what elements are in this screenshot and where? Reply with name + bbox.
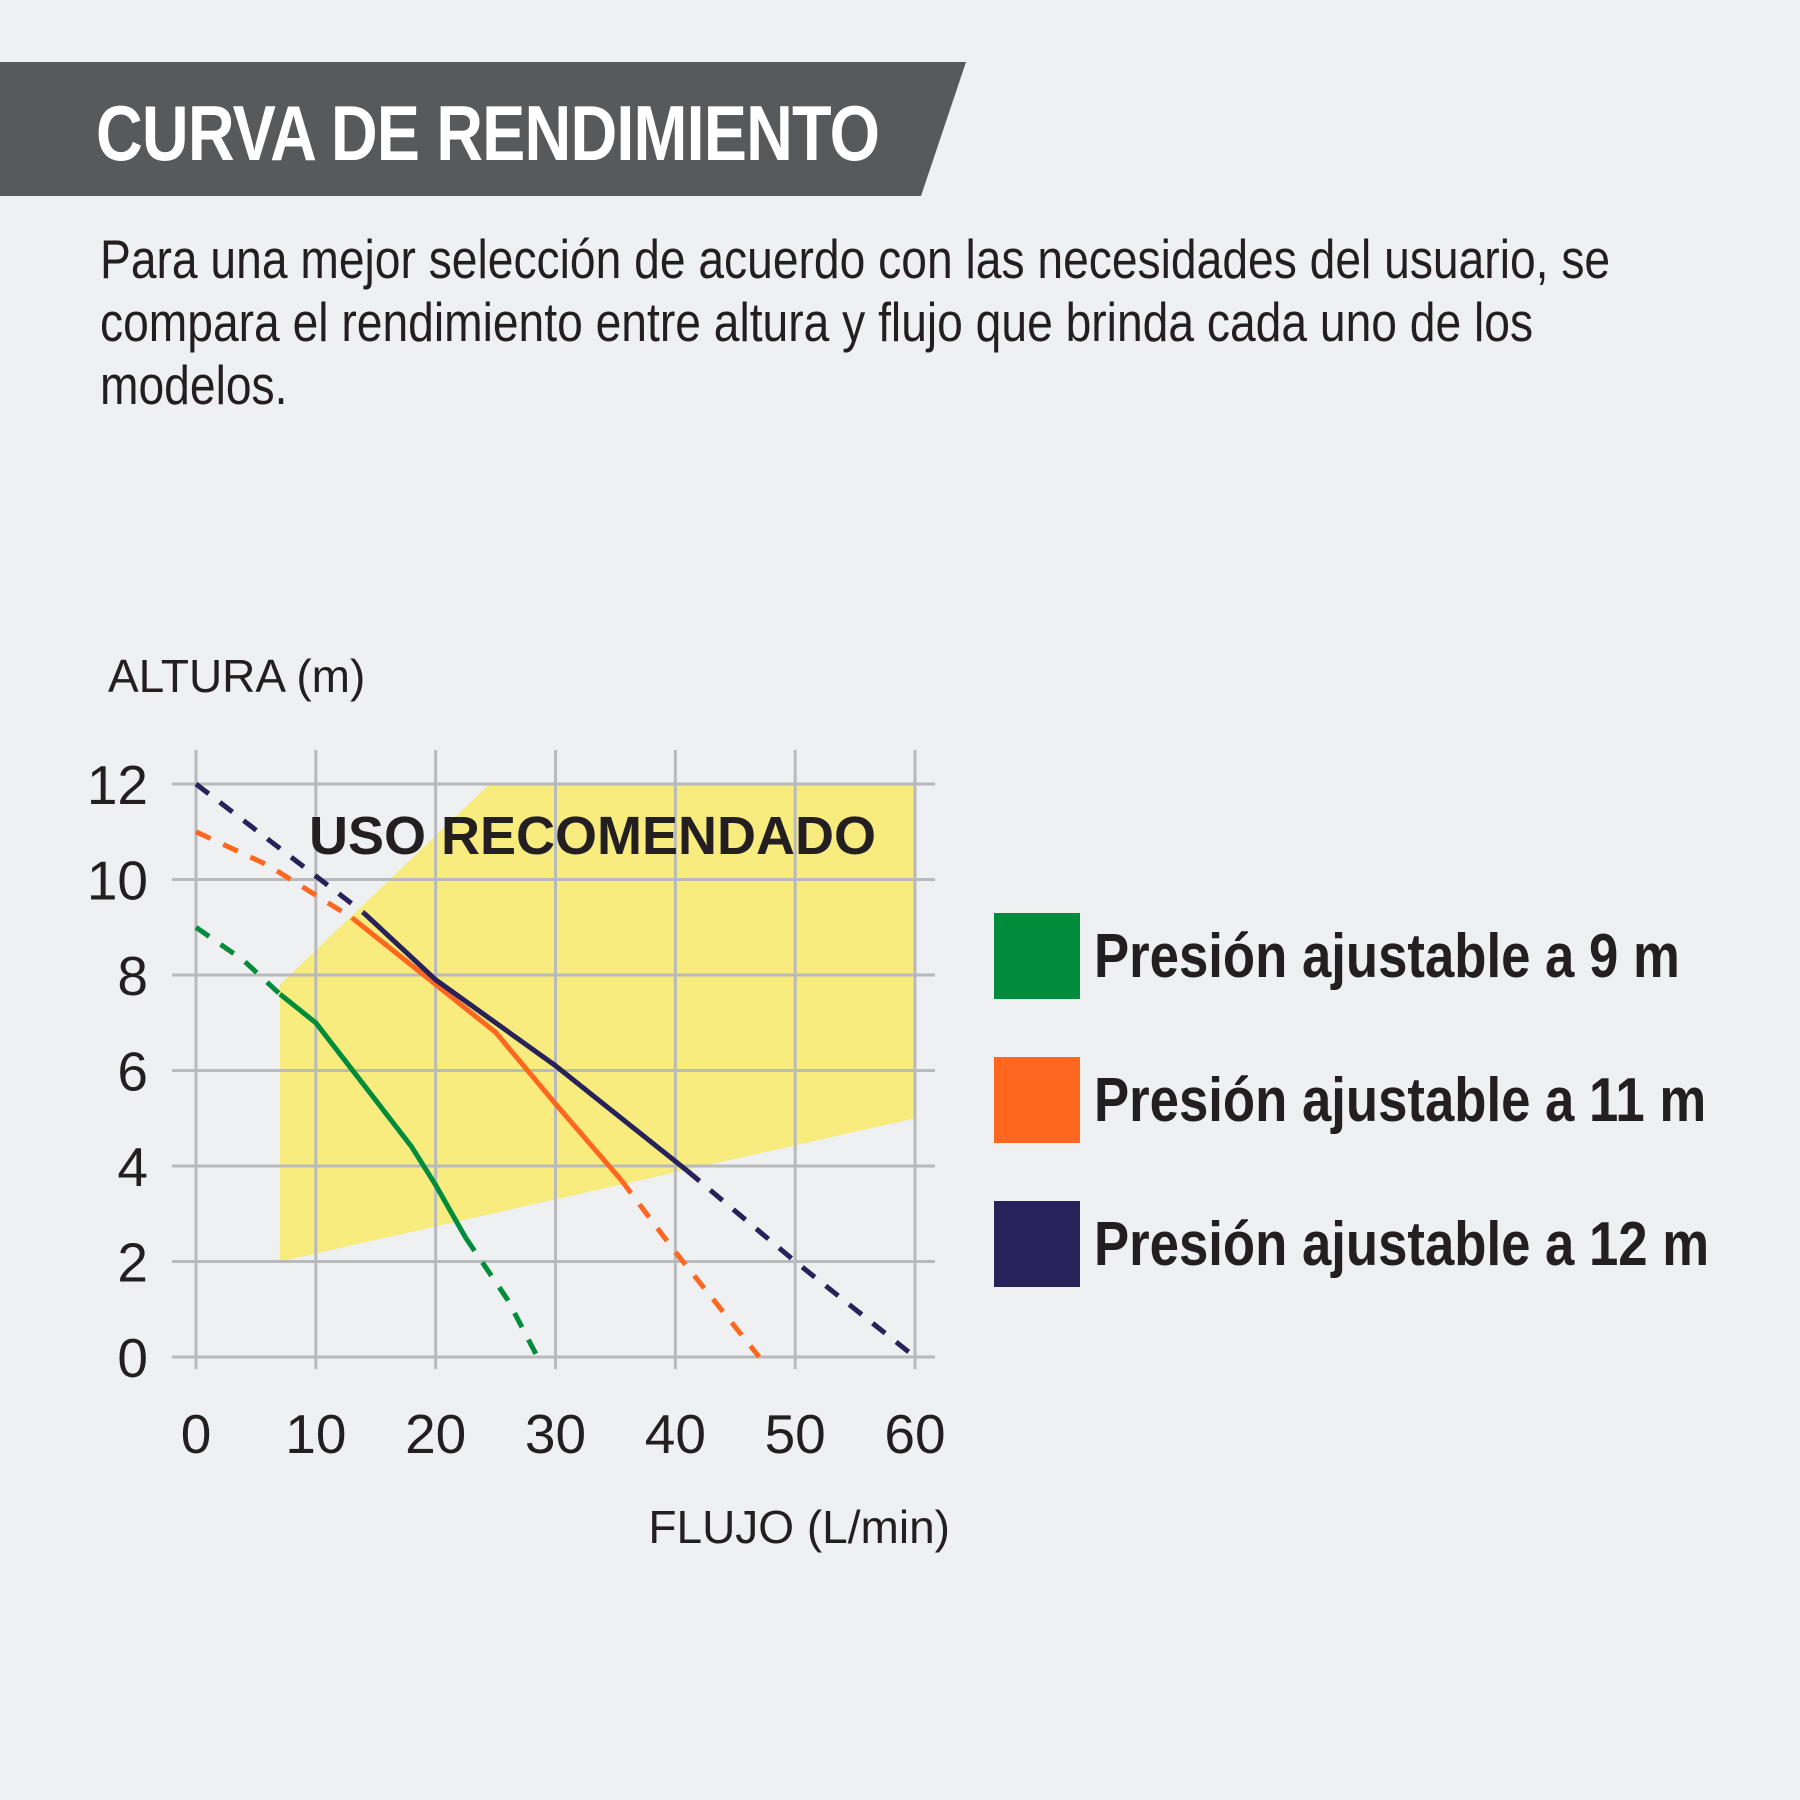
x-tick-label: 50 — [765, 1403, 826, 1465]
y-tick-label: 12 — [87, 754, 148, 816]
y-tick-label: 4 — [117, 1136, 148, 1198]
legend-swatch-green — [994, 913, 1080, 999]
y-tick-label: 0 — [117, 1327, 148, 1389]
y-axis-label: ALTURA (m) — [108, 650, 365, 702]
series-1-dashed-end — [619, 1178, 762, 1359]
series-0-line — [278, 992, 468, 1239]
series-0-dashed-start — [194, 925, 282, 996]
x-tick-label: 60 — [884, 1403, 945, 1465]
legend-label-11m: Presión ajustable a 11 m — [1094, 1065, 1707, 1135]
legend-swatch-navy — [994, 1201, 1080, 1287]
series-1-line — [350, 915, 624, 1182]
legend-item-12m: Presión ajustable a 12 m — [994, 1201, 1800, 1287]
labels-group: ALTURA (m) FLUJO (L/min) USO RECOMENDADO… — [87, 650, 950, 1553]
chart-description: Para una mejor selección de acuerdo con … — [100, 228, 1611, 416]
recommended-zone — [279, 784, 916, 1262]
legend-item-9m: Presión ajustable a 9 m — [994, 913, 1783, 999]
series-2-dashed-end — [685, 1168, 917, 1359]
y-tick-label: 10 — [87, 850, 148, 912]
recommended-zone-label: USO RECOMENDADO — [309, 806, 876, 866]
x-tick-label: 20 — [405, 1403, 466, 1465]
series-2-dashed-start — [194, 782, 366, 915]
series-0-dashed-end — [463, 1236, 540, 1359]
legend-label-9m: Presión ajustable a 9 m — [1094, 921, 1680, 991]
y-tick-label: 8 — [117, 945, 148, 1007]
series-group — [194, 782, 917, 1359]
page-title: CURVA DE RENDIMIENTO — [96, 89, 880, 177]
x-axis-label: FLUJO (L/min) — [648, 1501, 950, 1553]
x-tick-label: 40 — [645, 1403, 706, 1465]
x-tick-label: 30 — [525, 1403, 586, 1465]
grid-group — [172, 750, 935, 1369]
legend-item-11m: Presión ajustable a 11 m — [994, 1057, 1800, 1143]
x-tick-label: 10 — [285, 1403, 346, 1465]
legend-label-12m: Presión ajustable a 12 m — [1094, 1209, 1710, 1279]
series-2-line — [362, 911, 689, 1173]
x-tick-label: 0 — [181, 1403, 212, 1465]
y-tick-label: 6 — [117, 1041, 148, 1103]
recommended-zone-group — [279, 784, 916, 1262]
y-tick-label: 2 — [117, 1232, 148, 1294]
legend-swatch-orange — [994, 1057, 1080, 1143]
title-banner-shape — [0, 62, 966, 196]
